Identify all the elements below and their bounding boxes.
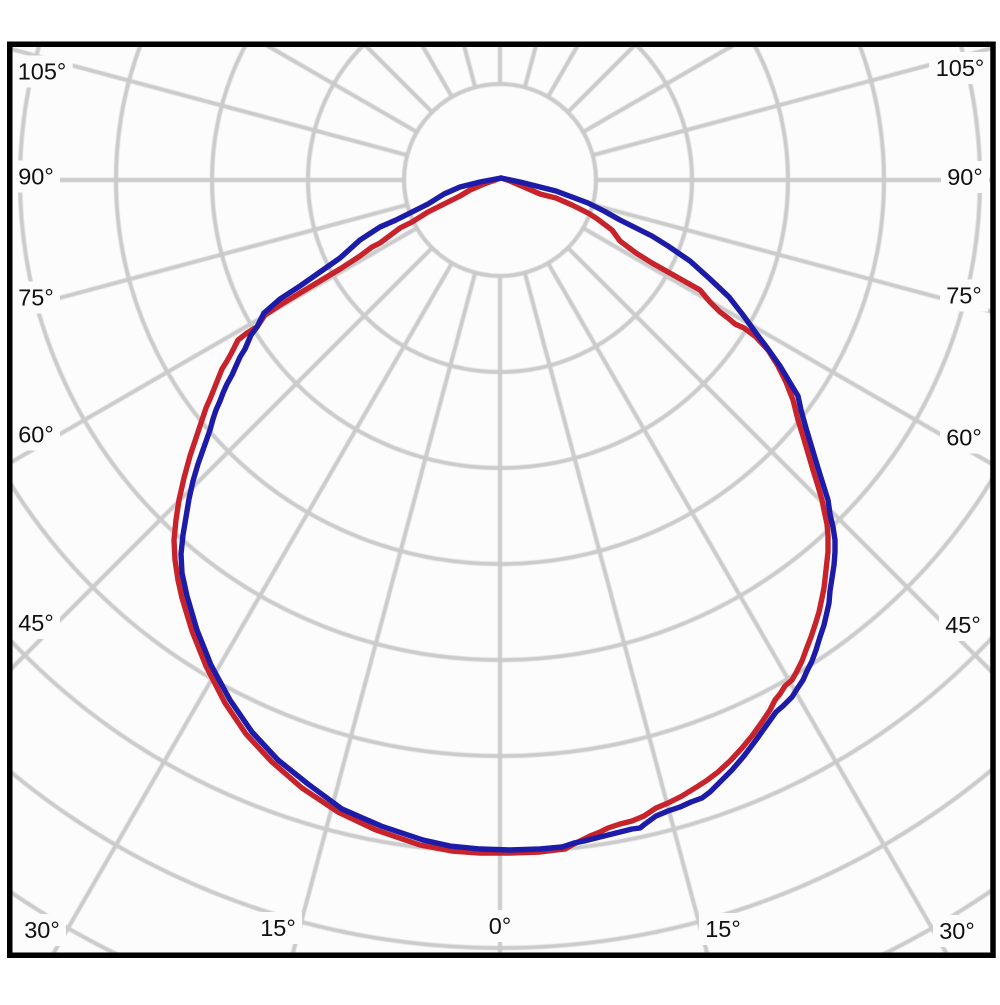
svg-text:60°: 60° — [946, 425, 982, 451]
svg-text:90°: 90° — [947, 164, 983, 190]
svg-text:45°: 45° — [945, 612, 981, 638]
svg-text:90°: 90° — [18, 164, 54, 190]
svg-text:45°: 45° — [18, 610, 54, 636]
svg-text:15°: 15° — [705, 916, 741, 942]
svg-text:105°: 105° — [18, 59, 67, 85]
svg-text:75°: 75° — [18, 285, 54, 311]
svg-text:15°: 15° — [260, 915, 296, 941]
svg-text:105°: 105° — [936, 55, 985, 81]
svg-text:75°: 75° — [946, 283, 982, 309]
svg-text:30°: 30° — [24, 917, 60, 943]
svg-text:30°: 30° — [939, 918, 975, 944]
svg-text:0°: 0° — [489, 913, 511, 939]
svg-text:60°: 60° — [18, 422, 54, 448]
